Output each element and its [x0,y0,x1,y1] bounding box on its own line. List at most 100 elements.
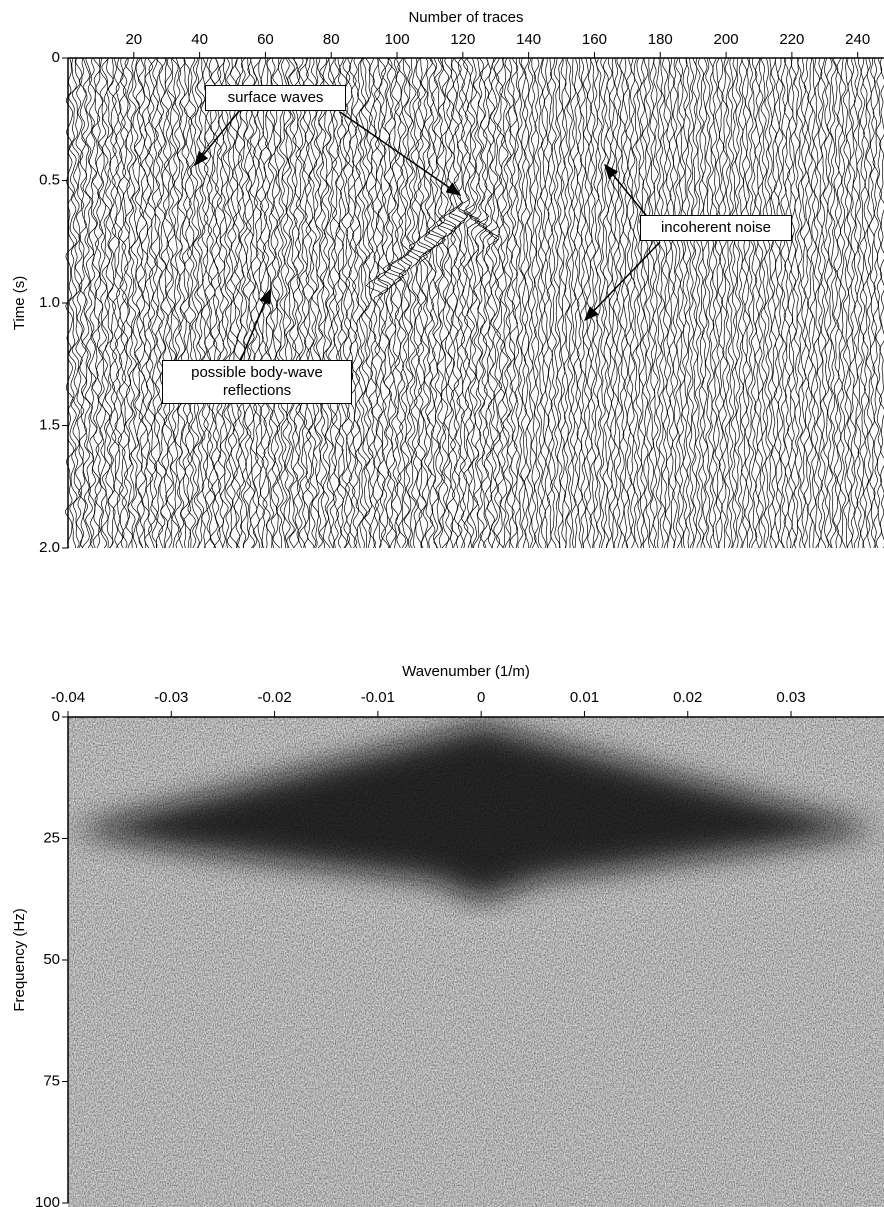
trace-texture [735,58,741,548]
trace-texture [751,58,757,548]
trace-texture [544,58,550,548]
annotation: possible body-wave reflections [162,360,352,404]
y-tick-label: 0.5 [39,171,60,188]
trace-texture [649,58,655,548]
x-tick-label: 200 [714,31,739,48]
trace-texture [387,58,403,548]
trace-texture [75,58,84,548]
trace-texture [409,58,427,548]
y-tick-label: 0 [52,49,60,66]
trace-texture [177,58,185,548]
trace-texture [810,58,816,548]
trace-texture [856,58,862,548]
trace-texture [312,58,320,548]
trace-texture [731,58,737,548]
trace-texture [376,58,391,548]
annotation-arrows [195,110,660,362]
x-tick-label: 240 [845,31,870,48]
trace-texture [286,58,294,548]
trace-texture [574,58,580,548]
trace-texture [128,58,137,548]
x-tick-label: 40 [191,31,208,48]
trace-texture [817,58,823,548]
x-tick-label: 0.02 [673,689,702,706]
spectrum-texture [68,717,884,1207]
trace-texture [643,58,649,548]
trace-texture [860,58,866,548]
y-tick-label: 2.0 [39,539,60,556]
trace-texture [345,58,353,548]
trace-texture [464,58,480,548]
x-axis-label: Number of traces [408,9,523,26]
trace-texture [207,58,216,548]
trace-texture [590,58,596,548]
y-axis-label: Frequency (Hz) [11,908,28,1011]
y-tick-label: 1.5 [39,416,60,433]
x-tick-label: -0.01 [361,689,395,706]
page: Number of tracesTime (s)2040608010012014… [0,0,884,1207]
trace-texture [567,58,573,548]
trace-texture [676,58,682,548]
y-tick-label: 50 [43,951,60,968]
x-tick-label: 120 [450,31,475,48]
y-tick-label: 75 [43,1072,60,1089]
spectrum-noise [68,717,884,1207]
trace-texture [329,58,337,548]
x-tick-label: 0.03 [776,689,805,706]
trace-texture [863,58,869,548]
y-tick-label: 100 [35,1194,60,1207]
trace-texture [210,58,219,548]
trace-texture [524,58,530,548]
annotation: incoherent noise [640,215,792,241]
trace-texture [145,58,153,548]
seismic-texture [66,58,884,548]
figure: Number of tracesTime (s)2040608010012014… [0,0,884,1207]
trace-texture [807,58,813,548]
x-axis-label: Wavenumber (1/m) [402,663,530,680]
trace-texture [791,58,797,548]
x-tick-label: 220 [779,31,804,48]
trace-texture [843,58,849,548]
trace-texture [620,58,626,548]
x-tick-label: 180 [648,31,673,48]
trace-texture [521,58,527,548]
trace-texture [820,58,826,548]
trace-texture [672,58,678,548]
x-tick-label: 160 [582,31,607,48]
trace-texture [560,58,566,548]
trace-texture [580,58,586,548]
y-axis-label: Time (s) [11,276,28,330]
trace-texture [669,58,675,548]
x-tick-label: -0.04 [51,689,85,706]
trace-texture [197,58,205,548]
trace-texture [787,58,793,548]
trace-texture [564,58,570,548]
trace-texture [768,58,774,548]
trace-texture [834,58,840,548]
x-tick-label: 80 [323,31,340,48]
x-tick-label: 0.01 [570,689,599,706]
x-tick-label: -0.02 [257,689,291,706]
trace-texture [702,58,708,548]
trace-texture [613,58,619,548]
trace-texture [507,58,515,548]
x-tick-label: 0 [477,689,485,706]
trace-texture [319,58,327,548]
x-tick-label: 100 [385,31,410,48]
trace-texture [870,58,876,548]
trace-texture [577,58,583,548]
y-tick-label: 1.0 [39,294,60,311]
y-tick-label: 25 [43,829,60,846]
trace-texture [547,58,553,548]
trace-texture [243,58,251,548]
trace-texture [666,58,672,548]
y-tick-label: 0 [52,708,60,725]
trace-texture [879,58,884,548]
trace-texture [712,58,718,548]
trace-texture [541,58,547,548]
trace-texture [754,58,760,548]
x-tick-label: 60 [257,31,274,48]
trace-texture [348,58,357,548]
trace-texture [217,58,225,548]
trace-texture [72,58,80,548]
